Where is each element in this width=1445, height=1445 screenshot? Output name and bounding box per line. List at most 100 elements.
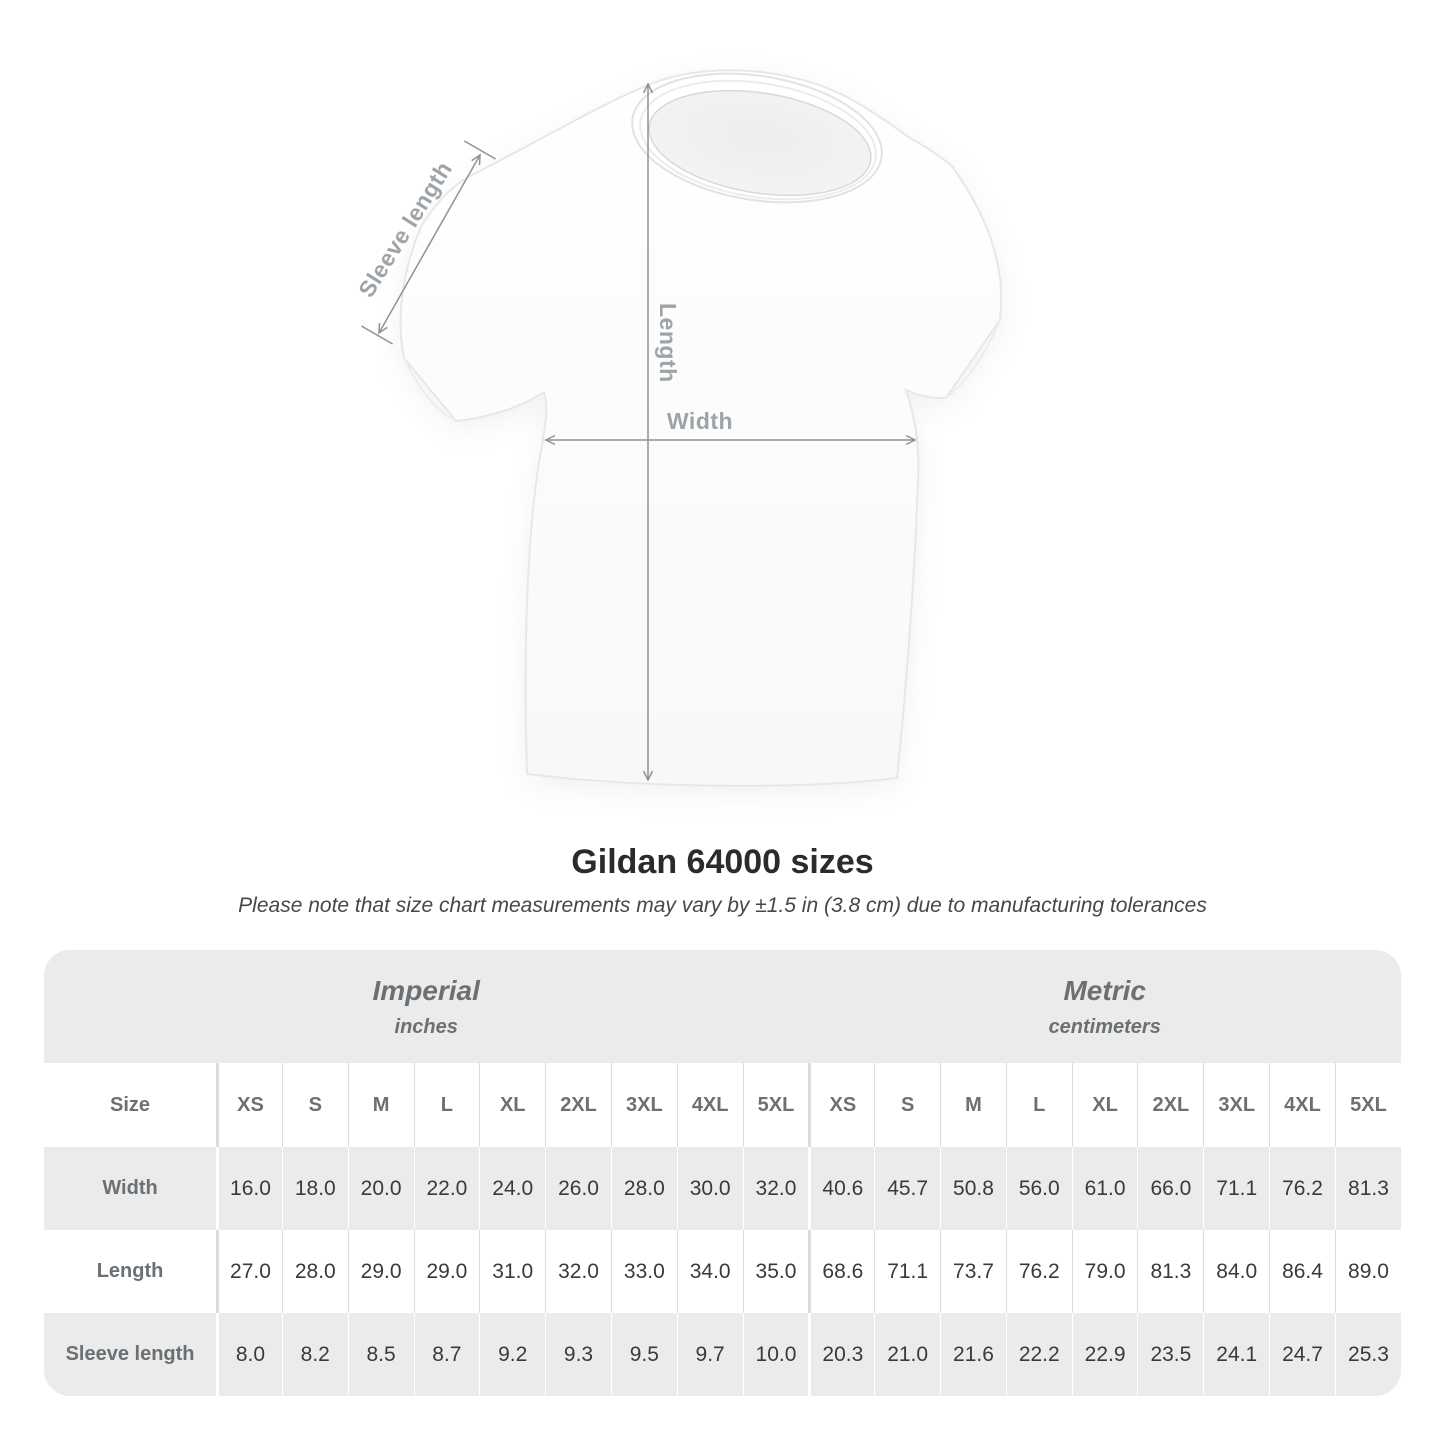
table-cell: 84.0 (1203, 1230, 1270, 1313)
size-header-imperial-2xl: 2XL (545, 1063, 611, 1147)
table-cell: 9.5 (610, 1313, 677, 1396)
size-header-row: Size XS S M L XL 2XL 3XL 4XL 5XL XS S M L XL 2XL 3XL 4XL… (44, 1063, 1401, 1147)
size-header-metric-m: M (940, 1063, 1006, 1147)
table-cell: 45.7 (874, 1147, 941, 1230)
table-cell: 27.0 (216, 1230, 282, 1313)
imperial-header: Imperial inches (44, 950, 809, 1063)
size-header-metric-2xl: 2XL (1137, 1063, 1204, 1147)
size-header-imperial-l: L (413, 1063, 480, 1147)
table-cell: 26.0 (545, 1147, 611, 1230)
table-cell: 8.5 (347, 1313, 414, 1396)
collar (631, 72, 883, 204)
table-cell: 25.3 (1334, 1313, 1401, 1396)
table-cell: 28.0 (281, 1230, 348, 1313)
table-cell: 24.1 (1203, 1313, 1270, 1396)
size-header-metric-xl: XL (1071, 1063, 1138, 1147)
row-label: Width (44, 1147, 217, 1230)
table-cell: 31.0 (479, 1230, 546, 1313)
metric-title: Metric (1063, 974, 1146, 1006)
table-row: Sleeve length 8.0 8.2 8.5 8.7 9.2 9.3 9.5 9.7 10.… (44, 1313, 1401, 1396)
table-cell: 34.0 (676, 1230, 743, 1313)
table-cell: 33.0 (610, 1230, 677, 1313)
imperial-unit: inches (394, 1015, 458, 1038)
table-cell: 89.0 (1334, 1230, 1401, 1313)
table-cell: 28.0 (610, 1147, 677, 1230)
table-cell: 32.0 (742, 1147, 809, 1230)
table-cell: 24.0 (479, 1147, 546, 1230)
table-cell: 50.8 (940, 1147, 1006, 1230)
size-header-metric-xs: XS (808, 1063, 875, 1147)
size-header-metric-l: L (1005, 1063, 1072, 1147)
width-label: Width (666, 408, 734, 434)
size-header-metric-3xl: 3XL (1203, 1063, 1270, 1147)
size-header-metric-4xl: 4XL (1269, 1063, 1335, 1147)
size-table: Imperial inches Metric centimeters Size … (44, 950, 1401, 1396)
table-cell: 23.5 (1137, 1313, 1204, 1396)
table-cell: 30.0 (676, 1147, 743, 1230)
table-cell: 22.2 (1005, 1313, 1072, 1396)
size-header-metric-s: S (874, 1063, 941, 1147)
table-cell: 22.0 (413, 1147, 480, 1230)
table-cell: 81.3 (1137, 1230, 1204, 1313)
size-header-metric-5xl: 5XL (1334, 1063, 1401, 1147)
unit-header-row: Imperial inches Metric centimeters (44, 950, 1401, 1063)
sleeve-arrow-top-cap (464, 140, 496, 160)
table-cell: 79.0 (1071, 1230, 1138, 1313)
imperial-title: Imperial (372, 974, 480, 1006)
table-cell: 22.9 (1071, 1313, 1138, 1396)
table-cell: 76.2 (1269, 1147, 1335, 1230)
metric-header: Metric centimeters (808, 950, 1401, 1063)
table-cell: 40.6 (808, 1147, 875, 1230)
table-cell: 29.0 (413, 1230, 480, 1313)
table-cell: 68.6 (808, 1230, 875, 1313)
table-cell: 61.0 (1071, 1147, 1138, 1230)
table-cell: 66.0 (1137, 1147, 1204, 1230)
size-header-imperial-xs: XS (216, 1063, 282, 1147)
table-cell: 29.0 (347, 1230, 414, 1313)
table-cell: 56.0 (1005, 1147, 1072, 1230)
size-column-header: Size (44, 1063, 217, 1147)
table-cell: 18.0 (281, 1147, 348, 1230)
sleeve-length-arrow (378, 153, 481, 335)
table-cell: 86.4 (1269, 1230, 1335, 1313)
table-row: Width 16.0 18.0 20.0 22.0 24.0 26.0 28.0 30.0 32.… (44, 1147, 1401, 1230)
tshirt-body (399, 69, 1003, 787)
measurement-arrows (361, 82, 917, 782)
table-cell: 20.3 (808, 1313, 875, 1396)
right-sleeve-seam (945, 319, 1001, 399)
table-cell: 21.0 (874, 1313, 941, 1396)
table-cell: 71.1 (1203, 1147, 1270, 1230)
tshirt-illustration (361, 69, 1003, 787)
table-cell: 71.1 (874, 1230, 941, 1313)
table-cell: 8.2 (281, 1313, 348, 1396)
table-cell: 8.7 (413, 1313, 480, 1396)
table-cell: 32.0 (545, 1230, 611, 1313)
size-header-imperial-m: M (347, 1063, 414, 1147)
table-cell: 73.7 (940, 1230, 1006, 1313)
table-cell: 9.2 (479, 1313, 546, 1396)
table-cell: 76.2 (1005, 1230, 1072, 1313)
left-sleeve-seam (403, 357, 457, 422)
row-label: Sleeve length (44, 1313, 217, 1396)
page-subtitle: Please note that size chart measurements… (238, 894, 1207, 917)
size-table-grid: Imperial inches Metric centimeters Size … (44, 950, 1401, 1396)
sleeve-arrow-bottom-cap (361, 325, 393, 345)
size-header-imperial-4xl: 4XL (676, 1063, 743, 1147)
table-cell: 24.7 (1269, 1313, 1335, 1396)
table-cell: 9.7 (676, 1313, 743, 1396)
table-row: Length 27.0 28.0 29.0 29.0 31.0 32.0 33.0 34.0 35… (44, 1230, 1401, 1313)
table-cell: 8.0 (216, 1313, 282, 1396)
table-cell: 35.0 (742, 1230, 809, 1313)
size-header-imperial-5xl: 5XL (742, 1063, 809, 1147)
table-cell: 21.6 (940, 1313, 1006, 1396)
table-cell: 81.3 (1334, 1147, 1401, 1230)
size-header-imperial-xl: XL (479, 1063, 546, 1147)
size-header-imperial-3xl: 3XL (610, 1063, 677, 1147)
metric-unit: centimeters (1048, 1015, 1161, 1038)
row-label: Length (44, 1230, 217, 1313)
table-cell: 16.0 (216, 1147, 282, 1230)
size-header-imperial-s: S (281, 1063, 348, 1147)
page-title: Gildan 64000 sizes (571, 843, 874, 881)
table-cell: 20.0 (347, 1147, 414, 1230)
